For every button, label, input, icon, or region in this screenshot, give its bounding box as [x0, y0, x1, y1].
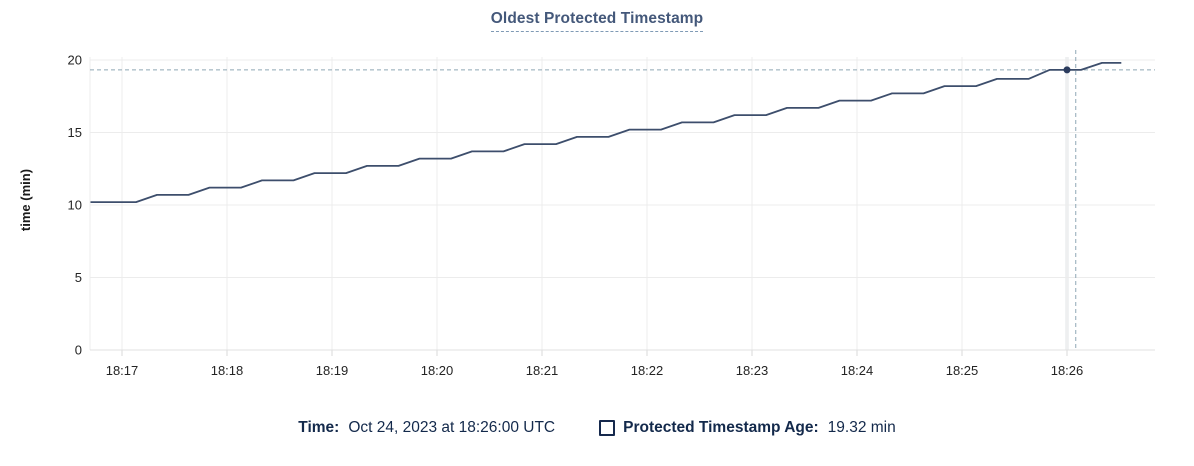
y-tick-label: 10 — [68, 198, 82, 213]
x-tick-label: 18:26 — [1051, 363, 1084, 378]
legend-series-group[interactable]: Protected Timestamp Age: 19.32 min — [599, 419, 896, 437]
legend-time-value: Oct 24, 2023 at 18:26:00 UTC — [348, 419, 556, 436]
series-toggle-checkbox[interactable] — [599, 420, 616, 436]
legend-series-label: Protected Timestamp Age: — [623, 419, 819, 436]
chart-title-row: Oldest Protected Timestamp — [0, 10, 1194, 32]
chart-legend: Time: Oct 24, 2023 at 18:26:00 UTC Prote… — [0, 419, 1194, 437]
y-tick-label: 0 — [75, 343, 82, 358]
x-tick-label: 18:21 — [526, 363, 559, 378]
chart-title[interactable]: Oldest Protected Timestamp — [490, 10, 704, 32]
x-tick-label: 18:23 — [736, 363, 769, 378]
y-tick-label: 15 — [68, 125, 82, 140]
x-tick-label: 18:25 — [946, 363, 979, 378]
x-tick-label: 18:24 — [841, 363, 874, 378]
cursor-point — [1063, 66, 1071, 74]
series-line — [90, 62, 1122, 203]
legend-time-group: Time: Oct 24, 2023 at 18:26:00 UTC — [298, 419, 555, 437]
legend-series-value: 19.32 min — [827, 419, 896, 436]
x-tick-label: 18:20 — [421, 363, 454, 378]
chart-plot-area[interactable]: 18:17 18:18 18:19 18:20 18:21 18:22 18:23 18:24… — [0, 0, 1194, 396]
y-axis-title: time (min) — [18, 169, 33, 231]
x-tick-label: 18:19 — [316, 363, 349, 378]
x-tick-label: 18:18 — [211, 363, 244, 378]
y-tick-label: 5 — [75, 270, 82, 285]
legend-time-label: Time: — [298, 419, 340, 436]
y-tick-label: 20 — [68, 53, 82, 68]
x-tick-label: 18:22 — [631, 363, 664, 378]
x-tick-label: 18:17 — [106, 363, 139, 378]
